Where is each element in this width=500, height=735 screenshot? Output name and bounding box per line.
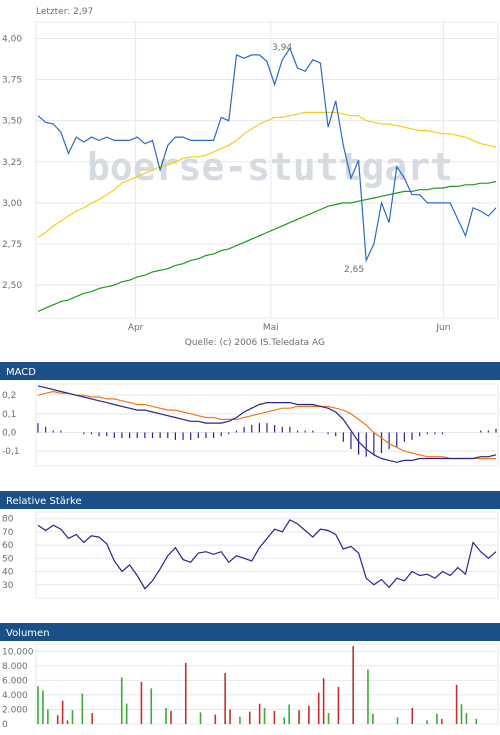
rsi-header [0,491,500,509]
rsi-title: Relative Stärke [6,496,82,507]
y-tick-label: 2,50 [2,281,22,291]
watermark: boerse-stuttgart [87,145,453,189]
signal-line [37,390,496,460]
rsi-line [37,519,497,590]
volume-title: Volumen [6,628,50,639]
volume-series [37,646,478,724]
macd-line [37,385,497,463]
x-tick-label: Mai [263,323,279,333]
y-tick-label: 2.000 [2,705,28,715]
y-tick-label: 6.000 [2,676,28,686]
price-line [37,46,497,263]
macd-header [0,362,500,380]
volume-axis: 0 2.000 4.000 6.000 8.000 10.000 [2,647,34,730]
rsi-series [37,519,497,590]
y-tick-label: 4,00 [2,34,22,44]
y-tick-label: -0,1 [2,447,20,457]
y-tick-label: 3,75 [2,76,22,86]
y-tick-label: 30 [2,581,14,591]
short-average-line [37,111,497,238]
plot-frame [35,383,499,467]
y-tick-label: 3,00 [2,199,22,209]
plot-frame [35,643,499,725]
source-label: Quelle: (c) 2006 IS.Teledata AG [185,338,325,348]
x-tick-label: Apr [128,323,144,333]
y-tick-label: 8.000 [2,662,28,672]
y-tick-label: 0,0 [2,428,17,438]
y-tick-label: 10.000 [2,647,34,657]
volume-grid [35,643,499,725]
volume-header [0,623,500,641]
y-tick-label: 2,75 [2,240,22,250]
last-price-label: Letzter: 2,97 [36,7,93,17]
y-tick-label: 3,50 [2,117,22,127]
plot-frame [35,511,499,599]
rsi-axis: 30 40 50 60 70 80 [2,515,14,591]
plot-frame [35,21,499,319]
volume-panel: Volumen 0 2.000 4.000 6.000 8.000 10.000 [0,623,500,730]
y-tick-label: 50 [2,554,14,564]
y-tick-label: 3,25 [2,158,22,168]
y-tick-label: 40 [2,568,14,578]
price-series [37,46,497,312]
y-tick-label: 0,1 [2,410,16,420]
y-tick-label: 80 [2,515,14,525]
macd-axis: -0,1 0,0 0,1 0,2 [2,391,20,457]
macd-panel: MACD -0,1 0,0 0,1 0,2 [0,362,500,467]
rsi-panel: Relative Stärke 30 40 50 60 70 80 [0,491,500,599]
y-tick-label: 60 [2,541,14,551]
price-grid [35,21,499,319]
price-panel: boerse-stuttgart 2,50 2,75 3,00 3,25 3,50 3,7… [2,7,499,348]
x-tick-label: Jun [435,323,450,333]
y-tick-label: 4.000 [2,691,28,701]
y-tick-label: 0 [2,720,8,730]
low-price-label: 2,65 [344,265,364,275]
macd-title: MACD [6,367,36,378]
rsi-grid [35,511,499,599]
high-price-label: 3,94 [272,43,292,53]
price-axis: 2,50 2,75 3,00 3,25 3,50 3,75 4,00 Apr Mai Jun [2,34,450,333]
macd-series [37,385,497,463]
y-tick-label: 0,2 [2,391,16,401]
y-tick-label: 70 [2,528,14,538]
long-average-line [37,180,497,312]
